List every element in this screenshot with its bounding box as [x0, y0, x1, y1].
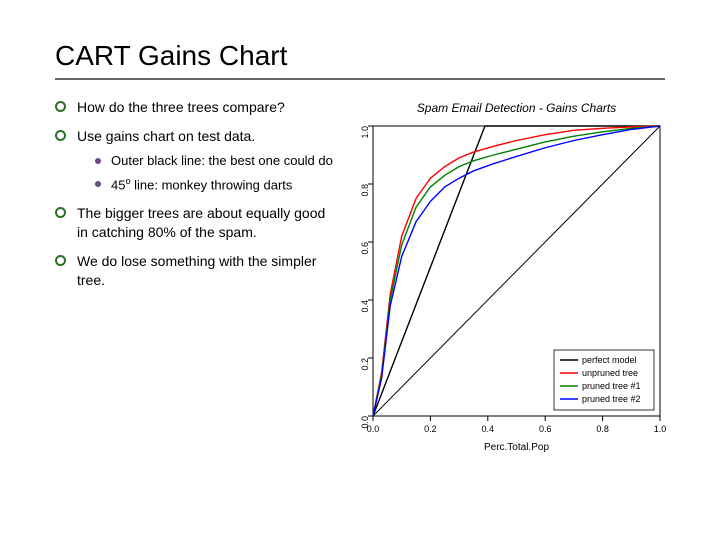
svg-text:0.6: 0.6: [360, 242, 370, 255]
sub-bullet-list: Outer black line: the best one could do …: [95, 152, 335, 194]
bullet-text: The bigger trees are about equally good …: [77, 205, 325, 240]
sub-bullet-text: Outer black line: the best one could do: [111, 153, 333, 168]
slide-body: How do the three trees compare? Use gain…: [55, 98, 680, 458]
svg-text:1.0: 1.0: [360, 126, 370, 139]
svg-text:0.6: 0.6: [539, 424, 552, 434]
svg-text:Perc.Total.Pop: Perc.Total.Pop: [484, 442, 549, 453]
sub-bullet-text-suffix: line: monkey throwing darts: [131, 178, 293, 193]
svg-text:perfect model: perfect model: [582, 355, 637, 365]
bullet-item: Use gains chart on test data. Outer blac…: [55, 127, 335, 194]
svg-text:Spam Email Detection - Gains C: Spam Email Detection - Gains Charts: [417, 101, 616, 115]
svg-text:0.4: 0.4: [360, 300, 370, 313]
text-column: How do the three trees compare? Use gain…: [55, 98, 335, 458]
svg-text:0.2: 0.2: [360, 358, 370, 371]
svg-text:0.4: 0.4: [482, 424, 495, 434]
bullet-list: How do the three trees compare? Use gain…: [55, 98, 335, 290]
slide: CART Gains Chart How do the three trees …: [0, 0, 720, 540]
svg-text:0.8: 0.8: [596, 424, 609, 434]
svg-text:0.8: 0.8: [360, 184, 370, 197]
svg-text:pruned tree #2: pruned tree #2: [582, 394, 641, 404]
sub-bullet-item: 45o line: monkey throwing darts: [95, 175, 335, 194]
bullet-item: The bigger trees are about equally good …: [55, 204, 335, 242]
bullet-text: Use gains chart on test data.: [77, 128, 255, 144]
bullet-text: How do the three trees compare?: [77, 99, 285, 115]
bullet-item: We do lose something with the simpler tr…: [55, 252, 335, 290]
svg-text:pruned tree #1: pruned tree #1: [582, 381, 641, 391]
gains-chart: Spam Email Detection - Gains Charts 0.0 0.…: [335, 98, 670, 458]
bullet-item: How do the three trees compare?: [55, 98, 335, 117]
svg-text:0.2: 0.2: [424, 424, 437, 434]
svg-text:1.0: 1.0: [654, 424, 667, 434]
page-title: CART Gains Chart: [55, 40, 680, 72]
svg-text:0.0: 0.0: [360, 416, 370, 429]
sub-bullet-item: Outer black line: the best one could do: [95, 152, 335, 170]
chart-column: Spam Email Detection - Gains Charts 0.0 0.…: [335, 98, 680, 458]
sub-bullet-text-prefix: 45: [111, 178, 125, 193]
title-underline: [55, 78, 665, 80]
bullet-text: We do lose something with the simpler tr…: [77, 253, 316, 288]
svg-text:unpruned tree: unpruned tree: [582, 368, 638, 378]
